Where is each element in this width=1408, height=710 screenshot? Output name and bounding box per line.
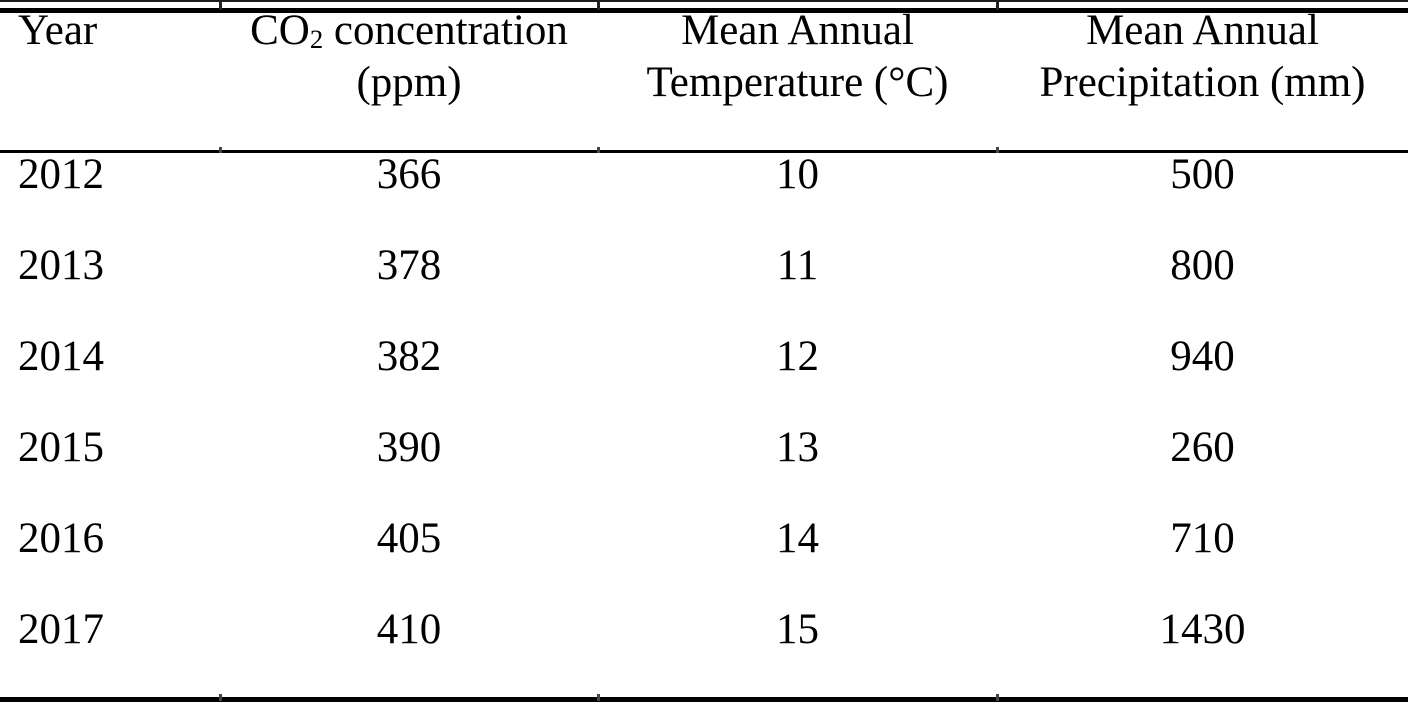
column-header-temperature-line1: Mean Annual <box>681 7 914 54</box>
table-cell-co2_ppm: 405 <box>376 515 442 562</box>
table-cell-precip_mm: 500 <box>1170 151 1235 198</box>
table-cell-temp_c: 10 <box>776 151 819 198</box>
table-row: 2012 366 10 500 <box>0 151 1408 242</box>
table-cell-precip_mm: 940 <box>1170 333 1235 380</box>
table-cell-precip_mm: 1430 <box>1159 606 1246 653</box>
table-cell-temp_c: 13 <box>776 424 819 471</box>
column-header-co2-line1: CO2 concentration <box>220 5 598 57</box>
co2-subscript: 2 <box>309 23 324 54</box>
table-cell-precip_mm: 710 <box>1170 515 1235 562</box>
column-header-precipitation-line2: Precipitation (mm) <box>1039 59 1366 106</box>
column-header-temperature-line2: Temperature (°C) <box>646 59 949 106</box>
column-header-co2-line2: (ppm) <box>356 59 462 106</box>
table-cell-year: 2013 <box>18 242 104 289</box>
column-boundary-tick <box>996 694 999 701</box>
column-boundary-tick <box>219 1 222 10</box>
table-cell-year: 2016 <box>18 515 104 562</box>
table-header-row: Year CO2 concentration (ppm) Mean Annual… <box>0 5 1408 109</box>
table-row: 2014 382 12 940 <box>0 333 1408 424</box>
table-cell-year: 2014 <box>18 333 104 380</box>
top-hairline-rule <box>0 0 1408 2</box>
table-row: 2016 405 14 710 <box>0 515 1408 606</box>
column-boundary-tick <box>597 147 600 153</box>
table-cell-co2_ppm: 366 <box>376 151 442 198</box>
co2-prefix: CO <box>250 7 310 54</box>
table-cell-temp_c: 12 <box>776 333 819 380</box>
table-cell-co2_ppm: 390 <box>376 424 442 471</box>
column-boundary-tick <box>597 694 600 701</box>
table-cell-co2_ppm: 382 <box>376 333 442 380</box>
table-row: 2013 378 11 800 <box>0 242 1408 333</box>
column-header-precipitation: Mean Annual Precipitation (mm) <box>997 5 1408 109</box>
column-header-temperature: Mean Annual Temperature (°C) <box>598 5 997 109</box>
table-body: 2012 366 10 500 2013 378 11 800 2014 382 12 940 2015… <box>0 151 1408 697</box>
table-cell-year: 2012 <box>18 151 104 198</box>
table-row: 2015 390 13 260 <box>0 424 1408 515</box>
co2-suffix: concentration <box>323 7 568 54</box>
table-bottom-border <box>0 697 1408 702</box>
column-boundary-tick <box>597 1 600 10</box>
column-boundary-tick <box>219 694 222 701</box>
column-header-co2: CO2 concentration (ppm) <box>220 5 598 109</box>
column-boundary-tick <box>996 147 999 153</box>
table-cell-temp_c: 11 <box>776 242 819 289</box>
header-separator-rule <box>0 150 1408 153</box>
column-header-year: Year <box>0 5 220 109</box>
table-cell-precip_mm: 800 <box>1170 242 1235 289</box>
table-cell-co2_ppm: 378 <box>376 242 442 289</box>
column-boundary-tick <box>219 147 222 153</box>
table-top-border <box>0 8 1408 13</box>
table-cell-temp_c: 14 <box>776 515 819 562</box>
table-row: 2017 410 15 1430 <box>0 606 1408 697</box>
column-header-year-label: Year <box>18 7 98 54</box>
table-cell-precip_mm: 260 <box>1170 424 1235 471</box>
column-header-precipitation-line1: Mean Annual <box>1086 7 1319 54</box>
table-cell-co2_ppm: 410 <box>376 606 442 653</box>
table-cell-year: 2017 <box>18 606 104 653</box>
table-cell-temp_c: 15 <box>776 606 819 653</box>
column-boundary-tick <box>996 1 999 10</box>
table-cell-year: 2015 <box>18 424 104 471</box>
